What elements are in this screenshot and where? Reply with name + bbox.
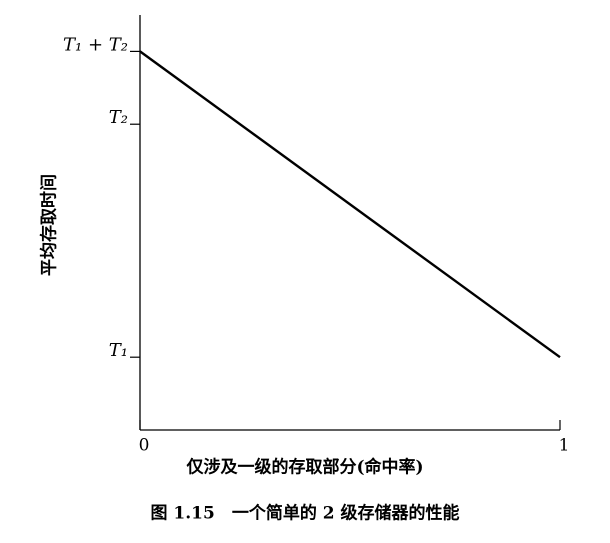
x-axis-label: 仅涉及一级的存取部分(命中率): [185, 457, 423, 478]
caption: 图 1.15 一个简单的 2 级存储器的性能: [151, 503, 460, 524]
x-tick-label: 1: [559, 436, 570, 456]
x-tick-label: 0: [139, 436, 150, 456]
y-tick-label: T₁ + T₂: [63, 34, 128, 55]
data-line: [139, 50, 561, 359]
y-axis-label: 平均存取时间: [39, 174, 60, 276]
y-tick-label: T₂: [109, 107, 128, 128]
y-tick-label: T₁: [109, 340, 128, 361]
